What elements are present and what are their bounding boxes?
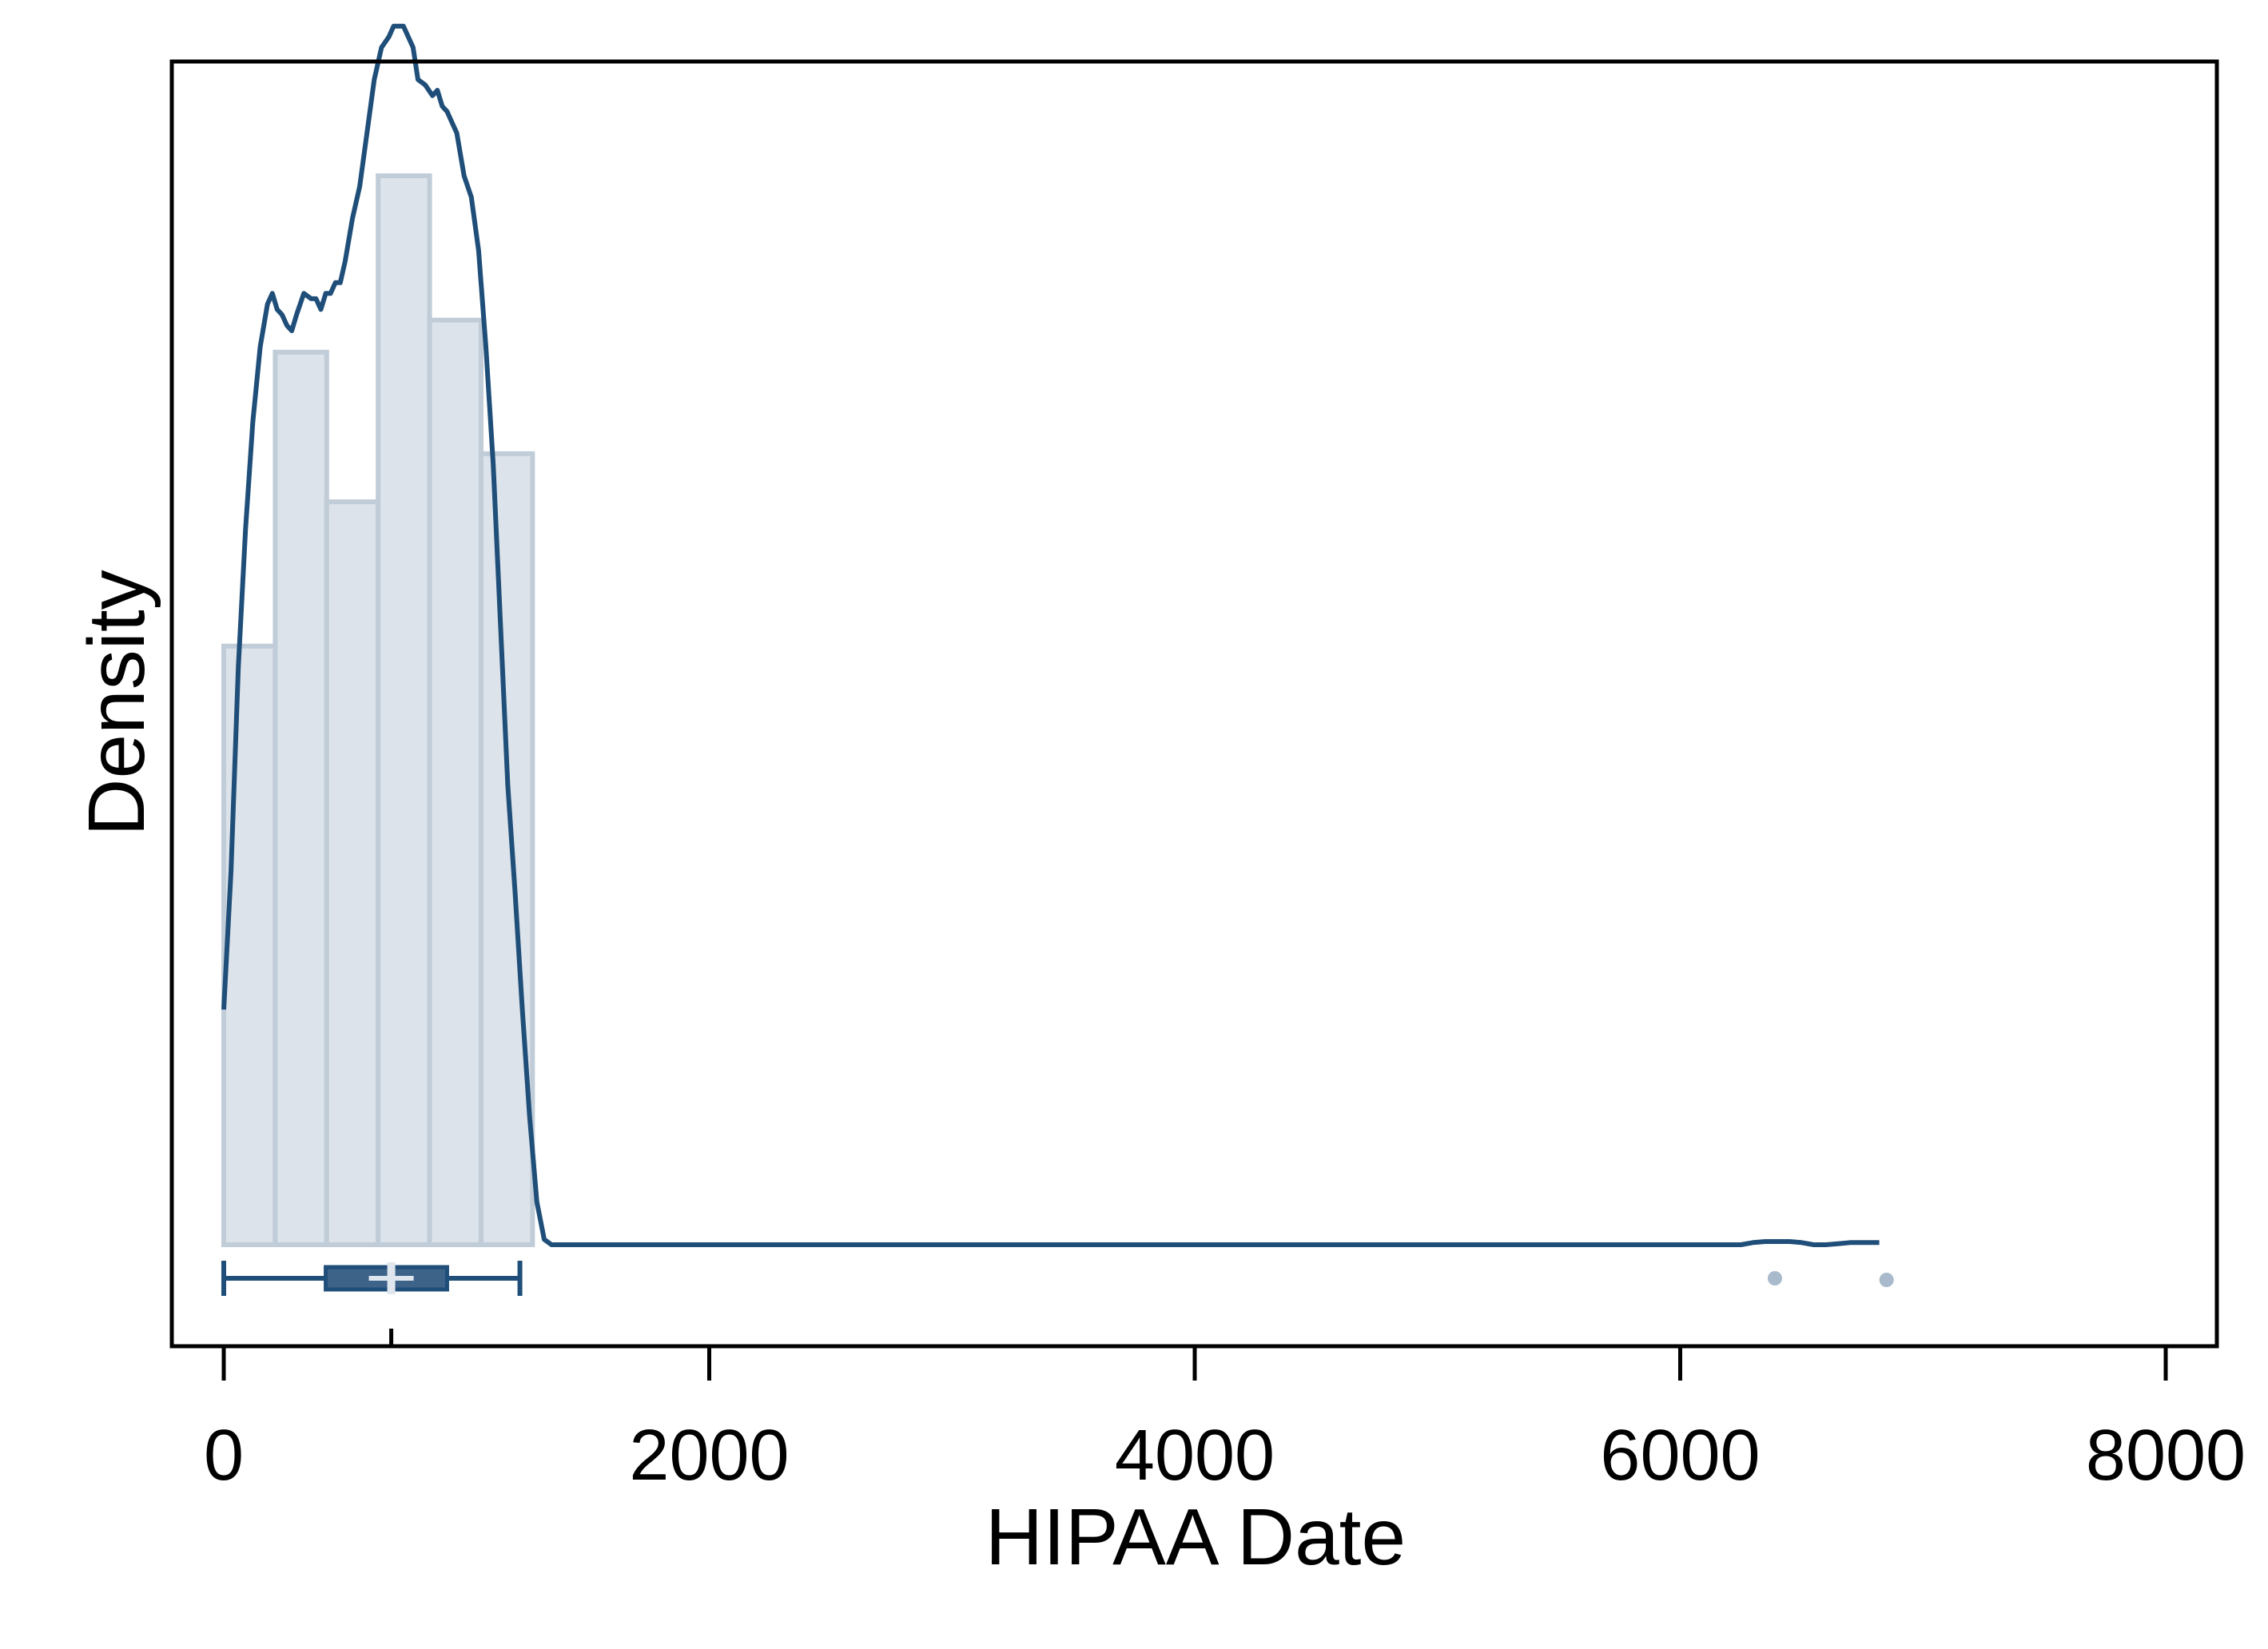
x-tick-label-2000: 2000 xyxy=(629,1416,789,1496)
density-curve-layer xyxy=(221,23,1880,1247)
histogram-bars xyxy=(221,173,535,1247)
boxplot-layer xyxy=(221,1261,1894,1346)
x-axis-ticks: 0 2000 4000 6000 8000 xyxy=(204,1346,2246,1496)
density-curve xyxy=(221,23,1880,1247)
boxplot-outlier-1 xyxy=(1767,1271,1782,1285)
histogram-bar-6 xyxy=(478,451,535,1247)
boxplot-outlier-2 xyxy=(1879,1273,1894,1287)
y-axis-title: Density xyxy=(72,570,161,836)
x-tick-label-8000: 8000 xyxy=(2086,1416,2246,1496)
histogram-bar-3 xyxy=(324,499,381,1247)
histogram-bar-1 xyxy=(221,643,278,1247)
x-axis-title: HIPAA Date xyxy=(985,1492,1406,1582)
histogram-bar-5 xyxy=(427,317,483,1247)
x-tick-label-0: 0 xyxy=(204,1416,244,1496)
histogram-bar-4 xyxy=(376,173,432,1247)
x-tick-label-4000: 4000 xyxy=(1115,1416,1275,1496)
histogram-bar-2 xyxy=(273,349,329,1247)
x-tick-label-6000: 6000 xyxy=(1600,1416,1760,1496)
